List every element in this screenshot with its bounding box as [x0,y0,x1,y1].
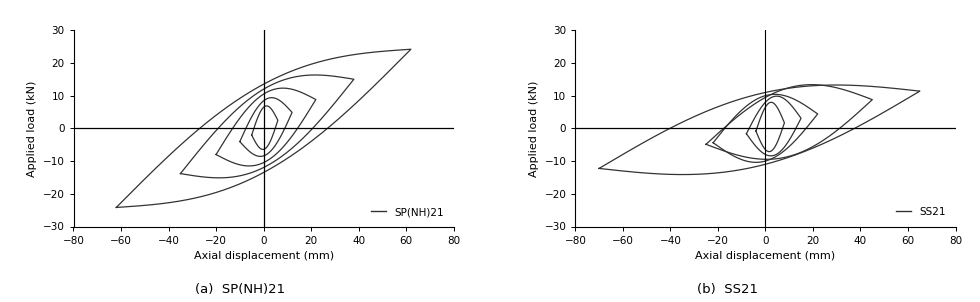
Text: (a)  SP(NH)21: (a) SP(NH)21 [195,283,285,296]
X-axis label: Axial displacement (mm): Axial displacement (mm) [193,251,333,261]
Y-axis label: Applied load (kN): Applied load (kN) [529,80,539,177]
Y-axis label: Applied load (kN): Applied load (kN) [27,80,37,177]
Legend: SS21: SS21 [892,203,951,221]
Legend: SP(NH)21: SP(NH)21 [367,203,449,221]
Text: (b)  SS21: (b) SS21 [697,283,758,296]
X-axis label: Axial displacement (mm): Axial displacement (mm) [696,251,836,261]
